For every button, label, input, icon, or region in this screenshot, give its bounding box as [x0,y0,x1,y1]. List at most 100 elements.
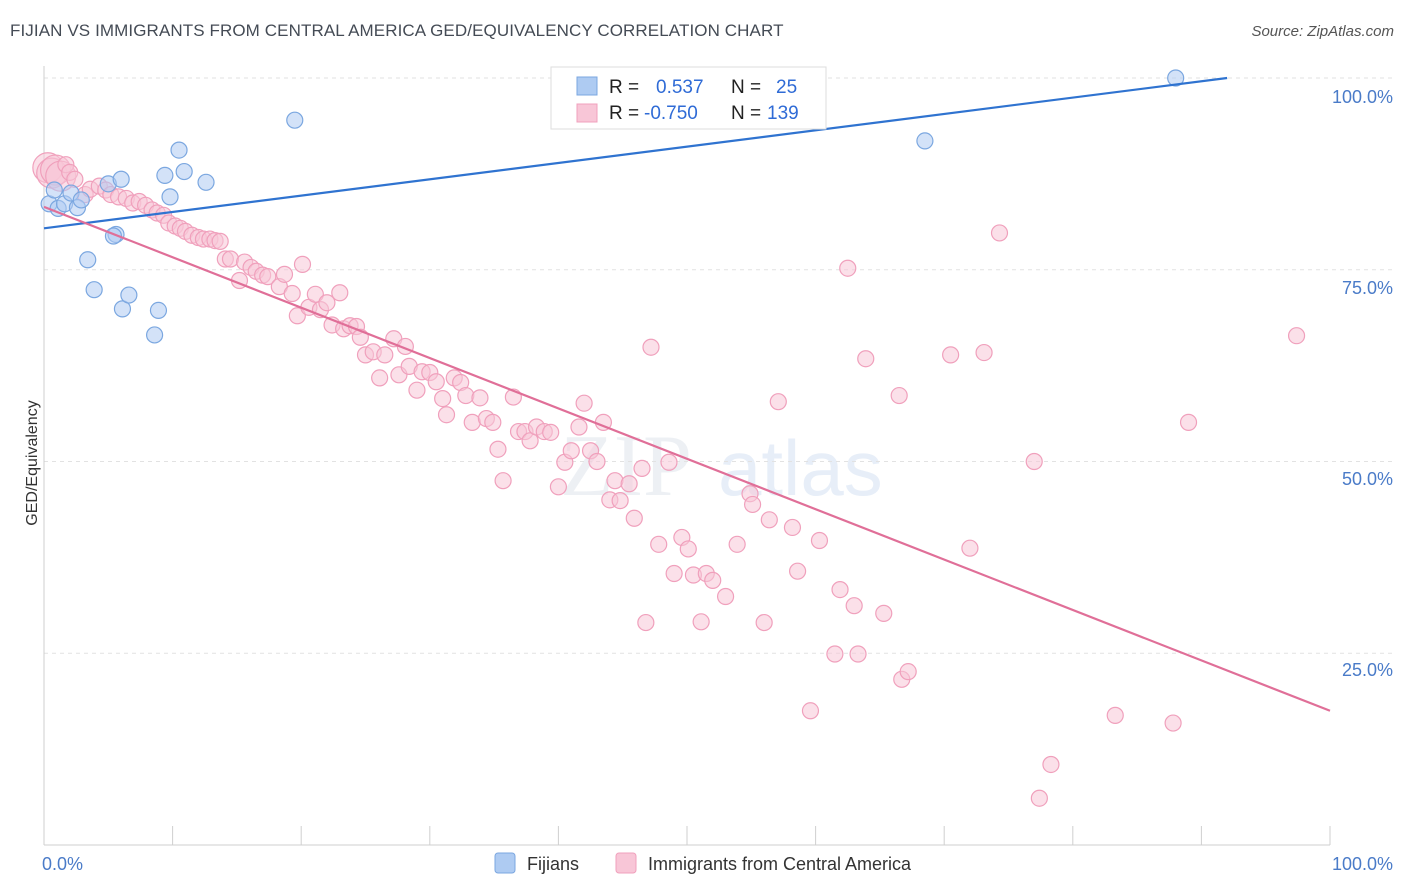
immigrants-point [826,645,844,663]
fijians-point [149,301,168,320]
y-tick-label-100: 100.0% [1332,87,1393,107]
immigrants-point [839,259,857,277]
legend-swatch-immigrants [576,103,598,123]
fijians-point [156,166,174,185]
immigrants-point [376,346,394,364]
immigrants-point [293,255,312,273]
watermark-atlas: atlas [718,424,883,512]
immigrants-point [942,346,960,364]
immigrants-point [1030,789,1048,807]
immigrants-point [434,390,452,408]
immigrants-point [575,394,593,412]
legend-n-label-fijians: N = [731,77,761,98]
x-tick-label-min: 0.0% [42,854,83,874]
x-tick-label-max: 100.0% [1332,854,1393,874]
legend-n-value-immigrants: 139 [767,103,799,124]
immigrants-point [1179,413,1198,431]
immigrants-point [1042,755,1060,774]
immigrants-point [471,389,489,407]
y-tick-label-25: 25.0% [1342,660,1393,680]
legend-r-value-fijians: 0.537 [656,77,704,98]
immigrants-point [961,539,979,557]
immigrants-point [845,597,863,615]
immigrants-point [259,268,277,286]
fijians-point [79,251,97,269]
immigrants-point [620,475,638,493]
immigrants-point [408,381,426,399]
immigrants-point [679,540,697,558]
immigrants-point [427,373,445,391]
legend-swatch-fijians [576,76,598,96]
fijians-point [113,300,132,318]
fijians-point [120,286,138,304]
immigrants-point [588,452,606,471]
fijians-point [112,170,130,188]
legend-r-label-fijians: R = [609,77,639,98]
immigrants-point [650,535,668,553]
bottom-legend-label-fijians: Fijians [527,854,579,874]
immigrants-point [1164,714,1182,732]
legend-r-label-immigrants: R = [609,103,639,124]
immigrants-point [489,440,507,458]
fijians-point [1167,69,1185,87]
immigrants-point [606,472,624,490]
immigrants-point [221,250,240,268]
immigrants-point [990,224,1009,242]
fijians-point [161,188,179,206]
immigrants-point [810,531,829,550]
immigrants-point [975,343,993,362]
bottom-legend-label-immigrants: Immigrants from Central America [648,854,912,874]
immigrants-point [899,663,917,681]
immigrants-point [1287,327,1306,345]
y-tick-label-50: 50.0% [1342,469,1393,489]
fijians-point [175,162,193,181]
fijians-point [85,281,103,299]
immigrants-point [743,495,762,514]
immigrants-point [306,285,324,303]
immigrants-point [1106,706,1124,724]
fijians-point [916,132,934,150]
bottom-legend-swatch-fijians [494,852,516,874]
source-credit: Source: ZipAtlas.com [1251,23,1394,40]
trend-lines [43,76,1331,712]
series-fijians-points [40,69,1185,344]
immigrants-point [831,580,849,599]
immigrants-point [275,265,294,283]
immigrants-point [704,571,722,589]
immigrants-point [760,511,778,529]
immigrants-point [494,472,512,490]
immigrants-point [371,369,389,387]
immigrants-point [665,564,683,583]
immigrants-point [437,406,456,424]
gridlines [44,77,1392,654]
legend-r-value-immigrants: -0.750 [644,103,698,124]
immigrants-point [625,509,643,527]
chart-title: FIJIAN VS IMMIGRANTS FROM CENTRAL AMERIC… [10,21,784,40]
immigrants-point [728,535,746,553]
fijians-trend-line [43,76,1228,230]
immigrants-point [611,492,629,510]
immigrants-point [211,232,229,250]
immigrants-point [769,393,787,411]
immigrants-point [849,645,867,663]
fijians-point [45,181,63,199]
bottom-legend: Fijians Immigrants from Central America [494,852,912,874]
immigrants-point [457,386,475,405]
immigrants-point [801,702,820,720]
legend-n-value-fijians: 25 [776,77,797,98]
immigrants-point [283,284,301,303]
immigrants-point [716,587,735,606]
immigrants-point [1025,452,1043,471]
immigrants-point [633,459,651,478]
fijians-point [170,141,188,159]
immigrants-point [642,338,660,356]
immigrants-trend-line [43,205,1331,712]
immigrants-point [875,604,893,622]
fijians-point [286,111,304,129]
immigrants-point [755,613,773,632]
fijians-point [72,191,90,209]
legend-box: R = 0.537 N = 25 R = -0.750 N = 139 [550,66,827,130]
fijians-point [145,326,164,344]
immigrants-point [570,418,588,436]
